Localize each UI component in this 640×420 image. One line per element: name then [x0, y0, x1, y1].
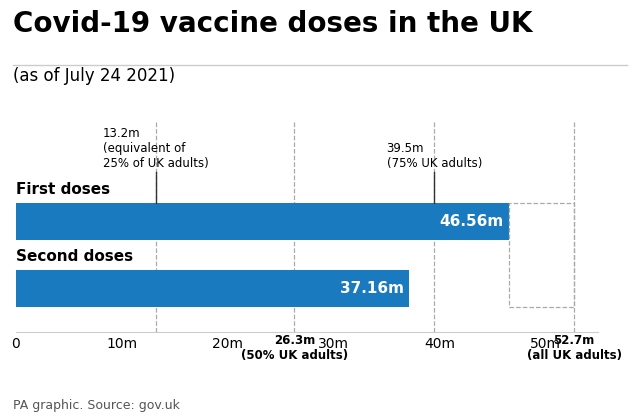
Text: 46.56m: 46.56m: [440, 214, 504, 229]
Text: 13.2m
(equivalent of
25% of UK adults): 13.2m (equivalent of 25% of UK adults): [103, 127, 209, 171]
Text: 26.3m
(50% UK adults): 26.3m (50% UK adults): [241, 334, 348, 362]
Text: 37.16m: 37.16m: [340, 281, 404, 296]
Text: PA graphic. Source: gov.uk: PA graphic. Source: gov.uk: [13, 399, 180, 412]
Text: 39.5m
(75% UK adults): 39.5m (75% UK adults): [387, 142, 482, 171]
Bar: [16, 203, 509, 240]
Text: Second doses: Second doses: [16, 249, 133, 264]
Text: First doses: First doses: [16, 182, 110, 197]
Text: Covid-19 vaccine doses in the UK: Covid-19 vaccine doses in the UK: [13, 10, 532, 39]
Text: 52.7m
(all UK adults): 52.7m (all UK adults): [527, 334, 621, 362]
Text: (as of July 24 2021): (as of July 24 2021): [13, 67, 175, 85]
Bar: [16, 270, 410, 307]
Bar: [509, 203, 574, 307]
